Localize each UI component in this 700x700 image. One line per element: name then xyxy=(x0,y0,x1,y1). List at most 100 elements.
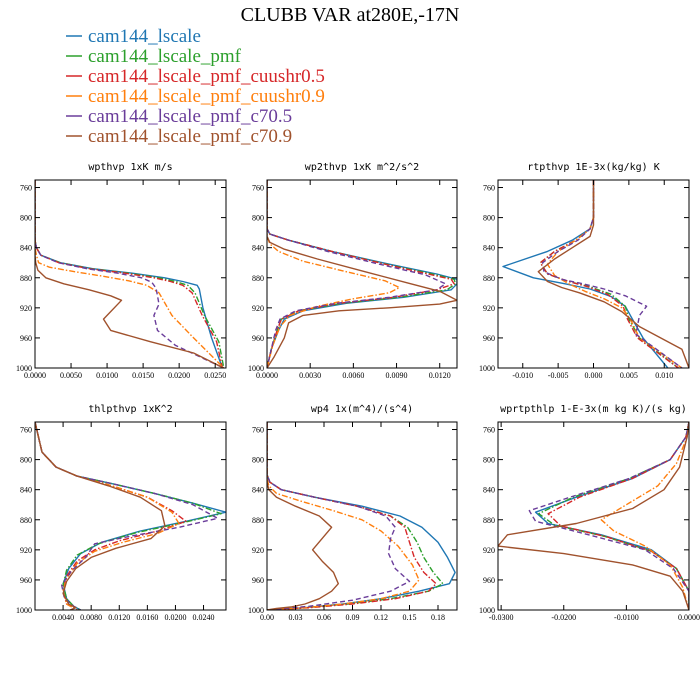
series-line xyxy=(35,180,225,368)
y-tick-label: 960 xyxy=(20,576,32,585)
y-tick-label: 880 xyxy=(483,516,495,525)
x-tick-label: 0.09 xyxy=(346,613,360,622)
x-tick-label: 0.0200 xyxy=(164,613,186,622)
series-line xyxy=(547,422,689,610)
y-tick-label: 840 xyxy=(20,486,32,495)
x-tick-label: 0.0000 xyxy=(24,371,46,380)
y-tick-label: 760 xyxy=(483,426,495,435)
series-line xyxy=(267,180,457,368)
series-group xyxy=(35,180,225,368)
x-tick-label: 0.0160 xyxy=(136,613,158,622)
series-line xyxy=(35,180,225,368)
y-tick-label: 760 xyxy=(483,184,495,193)
legend-label: cam144_lscale xyxy=(88,26,201,47)
figure-title: CLUBB VAR at280E,-17N xyxy=(241,4,460,26)
y-tick-label: 920 xyxy=(483,304,495,313)
series-line xyxy=(546,180,683,368)
x-tick-label: -0.005 xyxy=(548,371,569,380)
x-tick-label: 0.0250 xyxy=(204,371,226,380)
series-line xyxy=(600,422,689,610)
y-tick-label: 960 xyxy=(252,576,264,585)
series-line xyxy=(534,422,689,610)
x-tick-label: -0.0200 xyxy=(551,613,576,622)
x-tick-label: 0.00 xyxy=(260,613,274,622)
chart-panel: wp4 1x(m^4)/(s^4)76080084088092096010000… xyxy=(248,404,458,622)
y-tick-label: 880 xyxy=(252,516,264,525)
y-tick-label: 920 xyxy=(20,546,32,555)
series-line xyxy=(267,180,457,368)
y-tick-label: 840 xyxy=(20,244,32,253)
x-tick-label: 0.0100 xyxy=(96,371,118,380)
y-tick-label: 800 xyxy=(252,214,264,223)
y-tick-label: 1000 xyxy=(479,606,495,615)
series-line xyxy=(267,422,437,610)
x-tick-label: 0.0040 xyxy=(52,613,74,622)
y-tick-label: 1000 xyxy=(16,606,32,615)
y-tick-label: 960 xyxy=(20,334,32,343)
y-tick-label: 1000 xyxy=(16,364,32,373)
x-tick-label: 0.0080 xyxy=(80,613,102,622)
series-line xyxy=(35,422,166,610)
y-tick-label: 880 xyxy=(20,274,32,283)
x-tick-label: 0.03 xyxy=(289,613,303,622)
series-line xyxy=(35,422,180,610)
series-line xyxy=(267,180,401,368)
y-tick-label: 840 xyxy=(252,486,264,495)
x-tick-label: 0.06 xyxy=(317,613,331,622)
x-tick-label: 0.000 xyxy=(585,371,603,380)
y-tick-label: 880 xyxy=(483,274,495,283)
series-group xyxy=(502,180,689,368)
series-line xyxy=(35,422,219,610)
series-line xyxy=(267,422,456,610)
y-tick-label: 920 xyxy=(252,546,264,555)
x-tick-label: 0.0200 xyxy=(168,371,190,380)
y-tick-label: 1000 xyxy=(248,364,264,373)
chart-panel: thlpthvp 1xK^2 760 800 840 880 920 960 1000 0.00… xyxy=(16,404,227,622)
series-line xyxy=(267,422,411,610)
y-tick-label: 760 xyxy=(20,184,32,193)
chart-panel: rtpthvp 1E-3x(kg/kg) K 760 800 840 880 920 960… xyxy=(479,162,690,380)
x-tick-label: 0.0050 xyxy=(60,371,82,380)
series-line xyxy=(267,180,457,368)
x-tick-label: 0.010 xyxy=(655,371,673,380)
chart-panel: wprtpthlp 1-E-3x(m kg K)/(s kg) 760 800 840… xyxy=(479,404,700,622)
y-tick-label: 760 xyxy=(252,426,264,435)
series-line xyxy=(267,422,420,610)
plot-frame xyxy=(497,421,690,611)
series-line xyxy=(539,180,679,368)
y-tick-label: 800 xyxy=(252,456,264,465)
x-tick-label: 0.0150 xyxy=(132,371,154,380)
chart-panel: wp2thvp 1xK m^2/s^2 760 800 840 880 920 960 100… xyxy=(248,162,458,380)
legend-label: cam144_lscale_pmf_cuushr0.9 xyxy=(88,86,325,107)
x-tick-label: -0.0300 xyxy=(489,613,514,622)
series-group xyxy=(267,180,457,368)
y-tick-label: 800 xyxy=(20,456,32,465)
x-tick-label: 0.18 xyxy=(431,613,445,622)
series-line xyxy=(528,422,689,610)
y-tick-label: 840 xyxy=(483,244,495,253)
panel-title: thlpthvp 1xK^2 xyxy=(88,404,172,415)
x-tick-label: -0.0100 xyxy=(614,613,639,622)
y-tick-label: 800 xyxy=(20,214,32,223)
plot-frame xyxy=(266,179,458,369)
x-tick-label: 0.0060 xyxy=(342,371,364,380)
panel-title: wp4 1x(m^4)/(s^4) xyxy=(311,404,413,415)
panel-title: wp2thvp 1xK m^2/s^2 xyxy=(305,162,419,173)
x-tick-label: 0.0240 xyxy=(193,613,215,622)
y-tick-label: 800 xyxy=(483,214,495,223)
x-tick-label: -0.010 xyxy=(512,371,533,380)
chart-panel: wpthvp 1xK m/s76080084088092096010000.00… xyxy=(16,162,227,380)
series-line xyxy=(267,180,455,368)
y-tick-label: 840 xyxy=(252,244,264,253)
panel-title: rtpthvp 1E-3x(kg/kg) K xyxy=(527,162,659,173)
legend-label: cam144_lscale_pmf_c70.5 xyxy=(88,106,292,127)
plot-frame xyxy=(34,421,227,611)
series-line xyxy=(35,422,187,610)
series-line xyxy=(541,180,683,368)
y-tick-label: 760 xyxy=(252,184,264,193)
legend-label: cam144_lscale_pmf xyxy=(88,46,242,67)
series-group xyxy=(35,422,226,610)
x-tick-label: 0.0120 xyxy=(108,613,130,622)
panel-title: wprtpthlp 1-E-3x(m kg K)/(s kg) xyxy=(500,404,687,415)
